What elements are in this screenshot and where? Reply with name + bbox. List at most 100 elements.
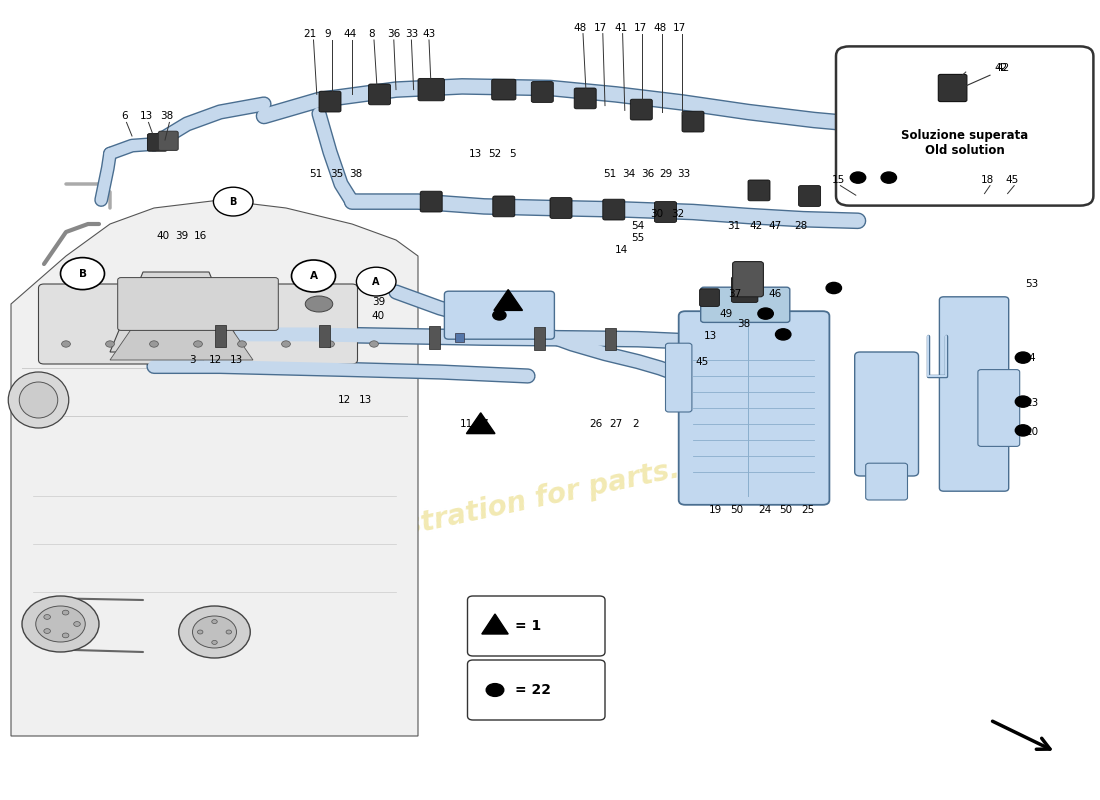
Text: 38: 38 bbox=[349, 170, 362, 179]
Text: 12: 12 bbox=[209, 355, 222, 365]
Text: 3: 3 bbox=[189, 355, 196, 365]
Text: Illustration for parts.com: Illustration for parts.com bbox=[354, 442, 746, 550]
FancyBboxPatch shape bbox=[701, 287, 790, 322]
Text: Soluzione superata
Old solution: Soluzione superata Old solution bbox=[901, 129, 1028, 157]
Text: 36: 36 bbox=[387, 29, 400, 38]
Polygon shape bbox=[110, 296, 253, 360]
Ellipse shape bbox=[20, 382, 58, 418]
Text: 40: 40 bbox=[372, 311, 385, 321]
Ellipse shape bbox=[35, 606, 86, 642]
Text: 31: 31 bbox=[727, 221, 740, 230]
Circle shape bbox=[776, 329, 791, 340]
Ellipse shape bbox=[44, 614, 51, 619]
Ellipse shape bbox=[282, 341, 290, 347]
Text: 15: 15 bbox=[832, 175, 845, 185]
Text: 14: 14 bbox=[615, 246, 628, 255]
Text: 12: 12 bbox=[338, 395, 351, 405]
FancyBboxPatch shape bbox=[468, 596, 605, 656]
Text: 17: 17 bbox=[594, 23, 607, 33]
Text: 45: 45 bbox=[695, 357, 708, 366]
Text: 50: 50 bbox=[730, 506, 744, 515]
Text: = 1: = 1 bbox=[515, 619, 541, 633]
Text: 20: 20 bbox=[1025, 427, 1038, 437]
FancyBboxPatch shape bbox=[147, 134, 167, 151]
Text: 21: 21 bbox=[304, 29, 317, 38]
Circle shape bbox=[1015, 396, 1031, 407]
Text: 50: 50 bbox=[779, 506, 792, 515]
Text: 27: 27 bbox=[609, 419, 623, 429]
Polygon shape bbox=[494, 290, 522, 310]
Bar bbox=[455, 333, 464, 342]
FancyBboxPatch shape bbox=[204, 284, 358, 364]
Text: 30: 30 bbox=[650, 210, 663, 219]
Text: 54: 54 bbox=[631, 221, 645, 230]
Text: 5: 5 bbox=[509, 149, 516, 158]
Circle shape bbox=[493, 310, 506, 320]
FancyBboxPatch shape bbox=[468, 660, 605, 720]
Text: 48: 48 bbox=[573, 23, 586, 33]
Circle shape bbox=[1015, 352, 1031, 363]
Text: 51: 51 bbox=[603, 170, 616, 179]
FancyBboxPatch shape bbox=[682, 111, 704, 132]
Text: 18: 18 bbox=[981, 175, 994, 185]
Ellipse shape bbox=[44, 629, 51, 634]
Text: 41: 41 bbox=[615, 23, 628, 33]
Circle shape bbox=[60, 258, 104, 290]
Text: 44: 44 bbox=[343, 29, 356, 38]
Polygon shape bbox=[466, 413, 495, 434]
FancyBboxPatch shape bbox=[493, 196, 515, 217]
Ellipse shape bbox=[326, 341, 334, 347]
Circle shape bbox=[486, 683, 504, 696]
Ellipse shape bbox=[150, 341, 158, 347]
Text: 29: 29 bbox=[659, 170, 672, 179]
Ellipse shape bbox=[198, 630, 204, 634]
FancyBboxPatch shape bbox=[733, 262, 763, 297]
FancyBboxPatch shape bbox=[799, 186, 821, 206]
Text: 24: 24 bbox=[758, 506, 771, 515]
Bar bbox=[605, 328, 616, 350]
FancyBboxPatch shape bbox=[939, 297, 1009, 491]
Circle shape bbox=[758, 308, 773, 319]
Polygon shape bbox=[482, 614, 508, 634]
FancyBboxPatch shape bbox=[368, 84, 390, 105]
Text: 39: 39 bbox=[175, 231, 188, 241]
Text: 33: 33 bbox=[405, 29, 418, 38]
Text: 47: 47 bbox=[769, 221, 782, 230]
Ellipse shape bbox=[227, 630, 232, 634]
Text: 45: 45 bbox=[1005, 175, 1019, 185]
Text: 11: 11 bbox=[460, 419, 473, 429]
Text: 23: 23 bbox=[1025, 398, 1038, 408]
Text: = 22: = 22 bbox=[515, 683, 551, 697]
Ellipse shape bbox=[22, 596, 99, 652]
Text: 17: 17 bbox=[673, 23, 686, 33]
Polygon shape bbox=[110, 272, 242, 352]
Text: 26: 26 bbox=[590, 419, 603, 429]
Circle shape bbox=[1015, 425, 1031, 436]
Text: 28: 28 bbox=[794, 221, 807, 230]
FancyBboxPatch shape bbox=[732, 277, 758, 302]
Text: 33: 33 bbox=[678, 170, 691, 179]
Ellipse shape bbox=[63, 610, 69, 615]
Ellipse shape bbox=[62, 341, 70, 347]
Text: 13: 13 bbox=[140, 111, 153, 121]
Text: 53: 53 bbox=[1025, 279, 1038, 289]
Text: 40: 40 bbox=[156, 231, 169, 241]
Bar bbox=[319, 325, 330, 347]
FancyBboxPatch shape bbox=[978, 370, 1020, 446]
FancyBboxPatch shape bbox=[900, 114, 920, 133]
Ellipse shape bbox=[9, 372, 68, 428]
Bar bbox=[535, 333, 543, 342]
Text: 8: 8 bbox=[368, 29, 375, 38]
Text: B: B bbox=[78, 269, 87, 278]
Ellipse shape bbox=[63, 633, 69, 638]
Text: 49: 49 bbox=[719, 310, 733, 319]
Text: 36: 36 bbox=[641, 170, 654, 179]
FancyBboxPatch shape bbox=[492, 79, 516, 100]
Bar bbox=[534, 327, 544, 350]
FancyBboxPatch shape bbox=[420, 191, 442, 212]
Text: 55: 55 bbox=[631, 234, 645, 243]
Circle shape bbox=[292, 260, 336, 292]
FancyBboxPatch shape bbox=[158, 131, 178, 150]
FancyBboxPatch shape bbox=[550, 198, 572, 218]
Circle shape bbox=[213, 187, 253, 216]
